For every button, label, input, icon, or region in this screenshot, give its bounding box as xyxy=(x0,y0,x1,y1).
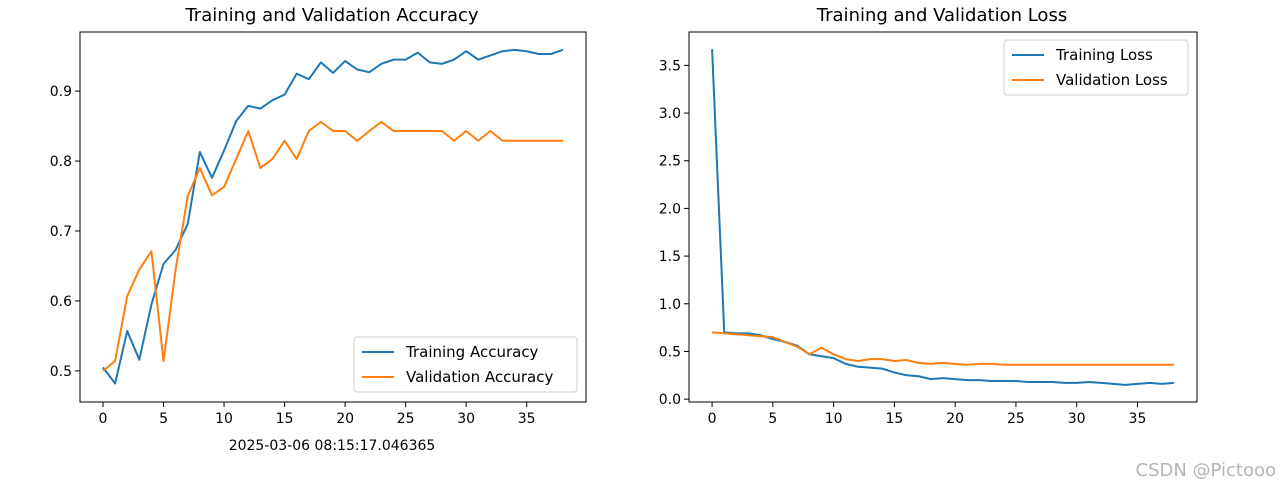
loss-chart-title: Training and Validation Loss xyxy=(816,5,1067,26)
loss-y-tick-label: 0.5 xyxy=(659,344,681,360)
accuracy-x-tick-label: 10 xyxy=(215,411,233,427)
accuracy-chart: Training and Validation Accuracy 0 5 10 15 2… xyxy=(50,5,587,427)
legend-label-training-accuracy: Training Accuracy xyxy=(405,343,539,361)
accuracy-legend: Training Accuracy Validation Accuracy xyxy=(353,336,578,393)
loss-y-tick-label: 2.5 xyxy=(659,154,681,170)
accuracy-y-tick-label: 0.8 xyxy=(50,154,72,170)
loss-chart: Training and Validation Loss 0 5 10 15 20 25 3… xyxy=(659,5,1198,427)
accuracy-plot-frame xyxy=(79,31,587,403)
accuracy-x-tick-label: 15 xyxy=(276,411,294,427)
accuracy-x-tick-label: 5 xyxy=(159,411,168,427)
accuracy-y-tick-label: 0.5 xyxy=(50,364,72,380)
loss-x-tick-label: 20 xyxy=(946,411,964,427)
loss-y-tick-label: 2.0 xyxy=(659,201,681,217)
accuracy-x-tick-label: 0 xyxy=(99,411,108,427)
loss-y-tick-label: 1.5 xyxy=(659,249,681,265)
loss-plot-frame xyxy=(688,31,1198,403)
series-line-validation-loss xyxy=(712,331,1174,366)
accuracy-chart-title: Training and Validation Accuracy xyxy=(184,5,478,26)
loss-x-tick-label: 30 xyxy=(1068,411,1086,427)
accuracy-lines xyxy=(102,48,564,385)
accuracy-ticks: 0 5 10 15 20 25 30 35 0.5 0.6 0.7 0.8 0.9 xyxy=(50,84,536,427)
series-line-training-loss xyxy=(711,49,1174,386)
watermark: CSDN @Pictooo xyxy=(1136,460,1277,481)
accuracy-y-tick-label: 0.6 xyxy=(50,294,72,310)
loss-y-tick-label: 3.5 xyxy=(659,58,681,74)
accuracy-y-tick-label: 0.9 xyxy=(50,84,72,100)
legend-label-training-loss: Training Loss xyxy=(1055,46,1153,64)
accuracy-x-tick-label: 35 xyxy=(518,411,536,427)
loss-x-tick-label: 0 xyxy=(708,411,717,427)
loss-legend-box xyxy=(1003,39,1189,96)
loss-x-tick-label: 10 xyxy=(825,411,843,427)
legend-label-validation-accuracy: Validation Accuracy xyxy=(406,368,553,386)
series-line-validation-accuracy xyxy=(102,120,563,372)
loss-x-tick-label: 15 xyxy=(885,411,903,427)
loss-lines xyxy=(711,49,1174,386)
timestamp-label: 2025-03-06 08:15:17.046365 xyxy=(229,438,436,454)
loss-y-tick-label: 3.0 xyxy=(659,106,681,122)
accuracy-x-tick-label: 20 xyxy=(336,411,354,427)
loss-x-tick-label: 25 xyxy=(1007,411,1025,427)
legend-label-validation-loss: Validation Loss xyxy=(1056,71,1168,89)
series-line-training-accuracy xyxy=(102,48,564,385)
loss-x-tick-label: 5 xyxy=(768,411,777,427)
loss-ticks: 0 5 10 15 20 25 30 35 0.0 0.5 1.0 1.5 2.0 2.5 3.0 3.5 xyxy=(659,58,1147,427)
accuracy-x-tick-label: 25 xyxy=(397,411,415,427)
accuracy-y-tick-label: 0.7 xyxy=(50,224,72,240)
accuracy-legend-box xyxy=(353,336,578,393)
accuracy-x-tick-label: 30 xyxy=(457,411,475,427)
loss-y-tick-label: 0.0 xyxy=(659,392,681,408)
loss-x-tick-label: 35 xyxy=(1129,411,1147,427)
loss-y-tick-label: 1.0 xyxy=(659,297,681,313)
loss-legend: Training Loss Validation Loss xyxy=(1003,39,1189,96)
